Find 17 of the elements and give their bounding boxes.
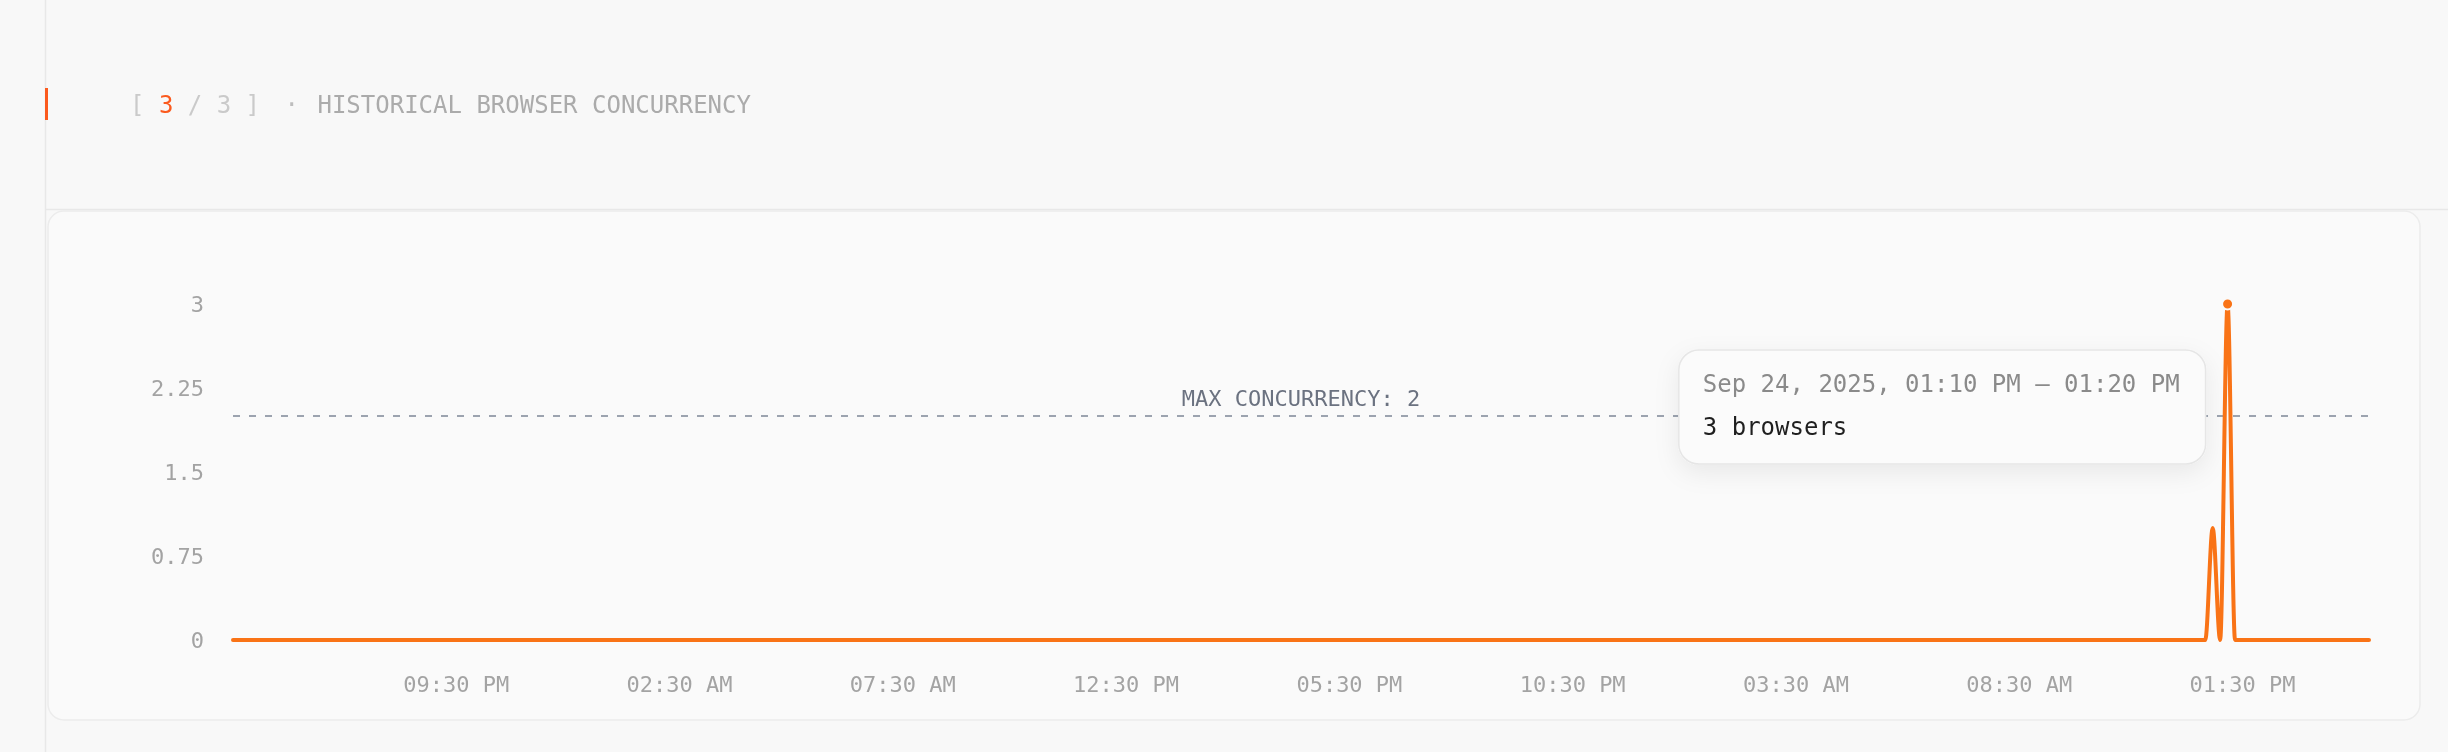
x-tick-label: 12:30 PM: [1073, 671, 1180, 697]
y-tick-label: 1.5: [164, 459, 204, 485]
x-tick-label: 09:30 PM: [403, 671, 510, 697]
y-tick-label: 2.25: [151, 375, 204, 401]
y-tick-label: 3: [190, 291, 204, 317]
ref-line-label: MAX CONCURRENCY: 2: [1181, 386, 1421, 411]
x-tick-label: 03:30 AM: [1742, 671, 1849, 697]
annotation: 3 browsers: [1702, 413, 1848, 441]
x-tick-label: 01:30 PM: [2189, 671, 2296, 697]
x-tick-label: 02:30 AM: [626, 671, 733, 697]
y-tick-label: 0: [190, 627, 204, 653]
x-tick-label: 10:30 PM: [1519, 671, 1626, 697]
annotation: Sep 24, 2025, 01:10 PM — 01:20 PM: [1702, 370, 2180, 398]
x-tick-label: 08:30 AM: [1966, 671, 2073, 697]
x-tick-label: 07:30 AM: [849, 671, 956, 697]
y-tick-label: 0.75: [151, 543, 204, 569]
x-tick-label: 05:30 PM: [1296, 671, 1403, 697]
